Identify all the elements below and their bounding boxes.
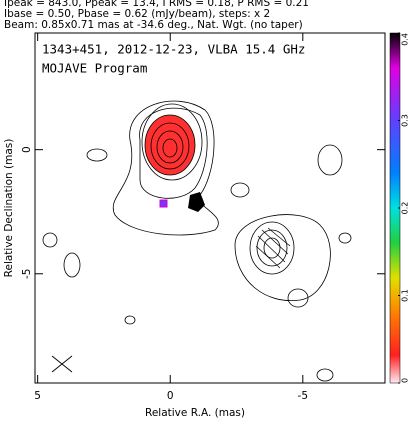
jet-contours: [42, 144, 352, 382]
plot-frame: [34, 32, 386, 384]
y-axis-label: Relative Declination (mas): [3, 139, 15, 278]
colorbar-tick-label: 0.2: [401, 202, 409, 215]
colorbar-tick-label: 0: [401, 378, 409, 383]
x-tick-label: 5: [34, 390, 41, 402]
y-tick-label: 0: [21, 146, 33, 153]
y-tick-label: -5: [21, 269, 33, 279]
header-line: Ipeak = 843.0, Ppeak = 13.4, I RMS = 0.1…: [4, 0, 309, 9]
x-tick-label: -5: [298, 390, 308, 402]
header-line: Beam: 0.85x0.71 mas at -34.6 deg., Nat. …: [4, 19, 303, 31]
chart-subtitle: MOJAVE Program: [42, 61, 147, 76]
colorbar-tick-label: 0.4: [401, 33, 409, 46]
colorbar-tick-label: 0.1: [401, 289, 409, 302]
x-tick-label: 0: [167, 390, 174, 402]
chart-title: 1343+451, 2012-12-23, VLBA 15.4 GHz: [42, 42, 305, 57]
colorbar-tick-label: 0.3: [401, 114, 409, 127]
header-line: Ibase = 0.50, Pbase = 0.62 (mJy/beam), s…: [4, 8, 270, 20]
core-contours: [112, 100, 219, 236]
x-axis-label: Relative R.A. (mas): [145, 407, 245, 419]
